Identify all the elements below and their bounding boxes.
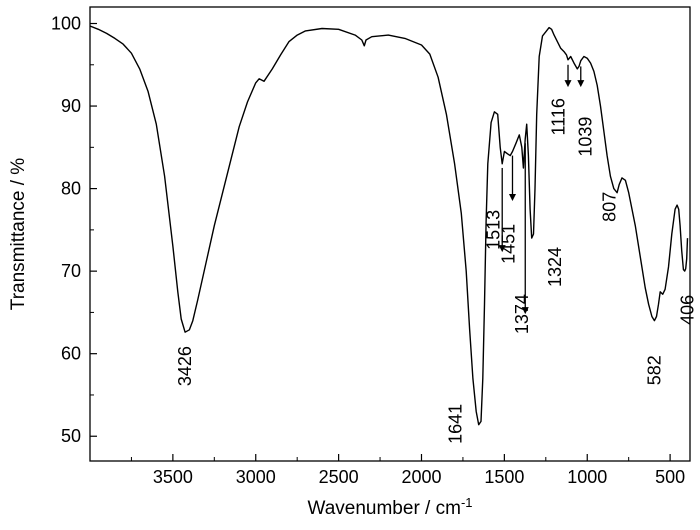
peak-label-1116: 1116 [549, 98, 569, 135]
y-tick-label: 100 [51, 14, 81, 34]
arrowhead-1513 [498, 245, 506, 253]
peak-label-582: 582 [644, 355, 664, 385]
peak-label-1039: 1039 [576, 117, 596, 157]
y-tick-label: 50 [61, 426, 81, 446]
peak-label-807: 807 [600, 192, 620, 222]
peak-label-1324: 1324 [545, 247, 565, 287]
arrowhead-1116 [564, 80, 572, 88]
peak-label-406: 406 [678, 295, 698, 325]
data-layer [89, 25, 689, 426]
x-axis-title-main: Wavenumber / cm [307, 498, 460, 519]
x-tick-label: 3500 [153, 467, 193, 487]
x-tick-label: 2000 [401, 467, 441, 487]
x-tick-label: 3000 [236, 467, 276, 487]
x-axis-title: Wavenumber / cm-1 [307, 495, 472, 519]
peak-label-3426: 3426 [175, 346, 195, 386]
spectrum-line [89, 25, 689, 426]
peak-label-1374: 1374 [512, 294, 532, 334]
peak-label-1451: 1451 [499, 224, 519, 264]
x-tick-label: 500 [655, 467, 685, 487]
peak-label-1513: 1513 [484, 210, 504, 250]
arrowhead-1451 [508, 193, 516, 201]
y-tick-label: 60 [61, 344, 81, 364]
y-axis-title: Transmittance / % [8, 158, 29, 311]
arrowhead-1039 [577, 80, 585, 88]
x-tick-label: 2500 [319, 467, 359, 487]
ticks-layer: 3500 3000 2500 2000 1500 1000 500 50 60 70 80 90 100 [51, 14, 685, 487]
y-tick-label: 70 [61, 261, 81, 281]
x-tick-label: 1000 [567, 467, 607, 487]
peak-label-1641: 1641 [446, 404, 466, 444]
plot-frame [89, 6, 691, 462]
x-tick-label: 1500 [484, 467, 524, 487]
y-tick-label: 90 [61, 96, 81, 116]
y-tick-label: 80 [61, 179, 81, 199]
arrowhead-1374 [521, 307, 529, 315]
x-axis-title-superscript: -1 [461, 495, 473, 510]
